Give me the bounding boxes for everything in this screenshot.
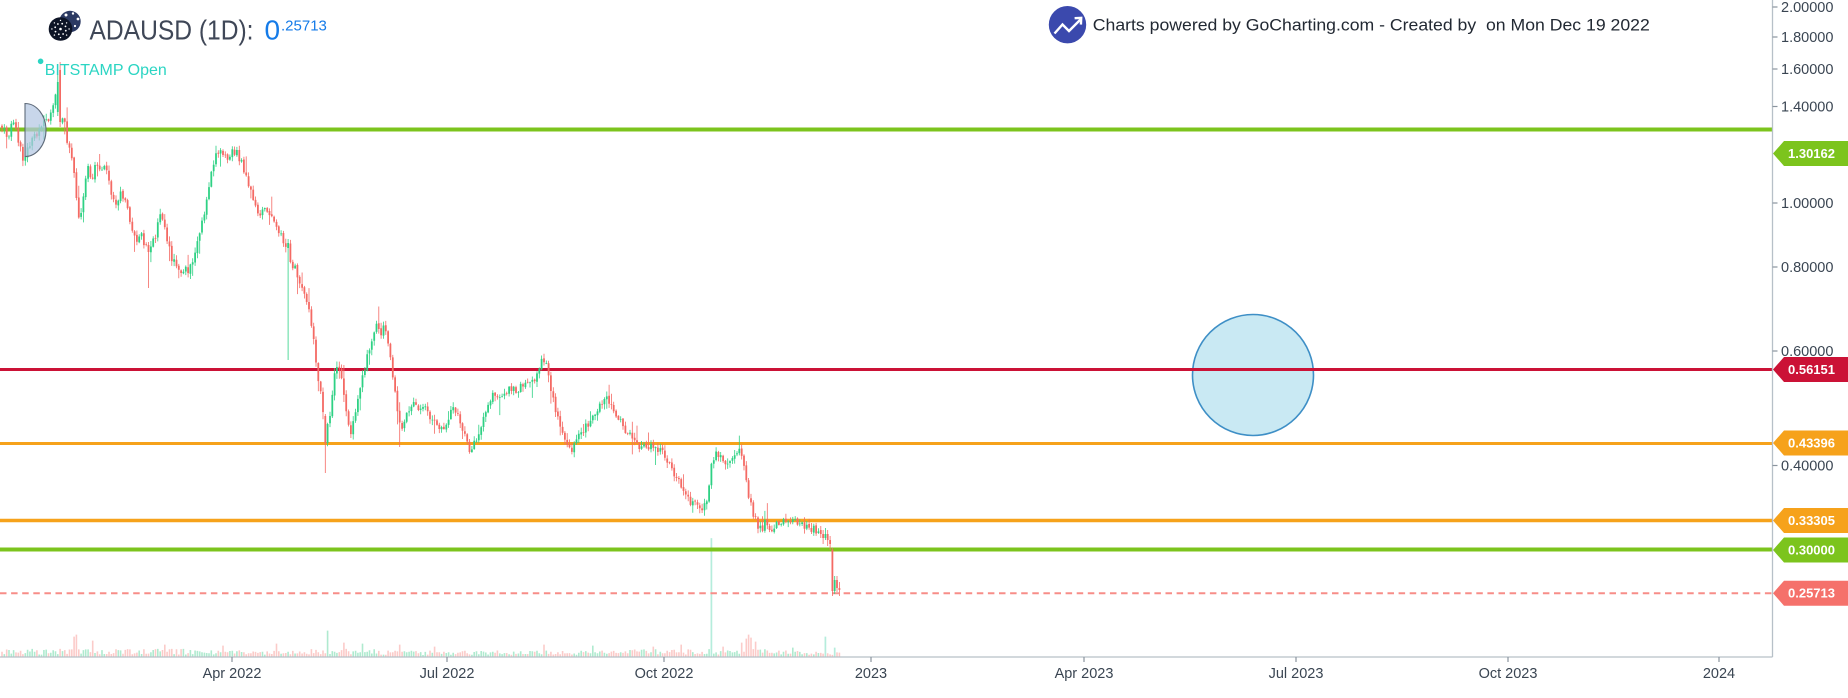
svg-text:2023: 2023 [855, 666, 887, 682]
svg-text:0.80000: 0.80000 [1781, 260, 1833, 276]
svg-text:0.56151: 0.56151 [1788, 362, 1835, 377]
svg-text:0.33305: 0.33305 [1788, 513, 1835, 528]
svg-text:1.80000: 1.80000 [1781, 30, 1833, 46]
svg-text:2024: 2024 [1703, 666, 1735, 682]
svg-text:.25713: .25713 [281, 17, 327, 34]
svg-text:Apr 2023: Apr 2023 [1055, 666, 1114, 682]
svg-text:0.43396: 0.43396 [1788, 436, 1835, 451]
svg-text:ADAUSD (1D):: ADAUSD (1D): [90, 15, 254, 46]
svg-text:1.60000: 1.60000 [1781, 62, 1833, 78]
svg-text:Jul 2023: Jul 2023 [1269, 666, 1324, 682]
svg-text:1.40000: 1.40000 [1781, 100, 1833, 116]
svg-text:Oct 2023: Oct 2023 [1479, 666, 1538, 682]
svg-text:0.40000: 0.40000 [1781, 459, 1833, 475]
svg-text:1.30162: 1.30162 [1788, 146, 1835, 161]
svg-text:0.25713: 0.25713 [1788, 586, 1835, 601]
svg-text:0.60000: 0.60000 [1781, 344, 1833, 360]
svg-text:Apr 2022: Apr 2022 [203, 666, 262, 682]
svg-text:Charts powered by GoCharting.c: Charts powered by GoCharting.com - Creat… [1093, 16, 1650, 35]
svg-text:Jul 2022: Jul 2022 [420, 666, 475, 682]
svg-text:1.00000: 1.00000 [1781, 196, 1833, 212]
svg-text:Oct 2022: Oct 2022 [635, 666, 694, 682]
svg-text:0: 0 [265, 15, 281, 46]
svg-text:2.00000: 2.00000 [1781, 0, 1833, 16]
svg-text:0.30000: 0.30000 [1788, 543, 1835, 558]
svg-text:BITSTAMP Open: BITSTAMP Open [45, 62, 167, 79]
